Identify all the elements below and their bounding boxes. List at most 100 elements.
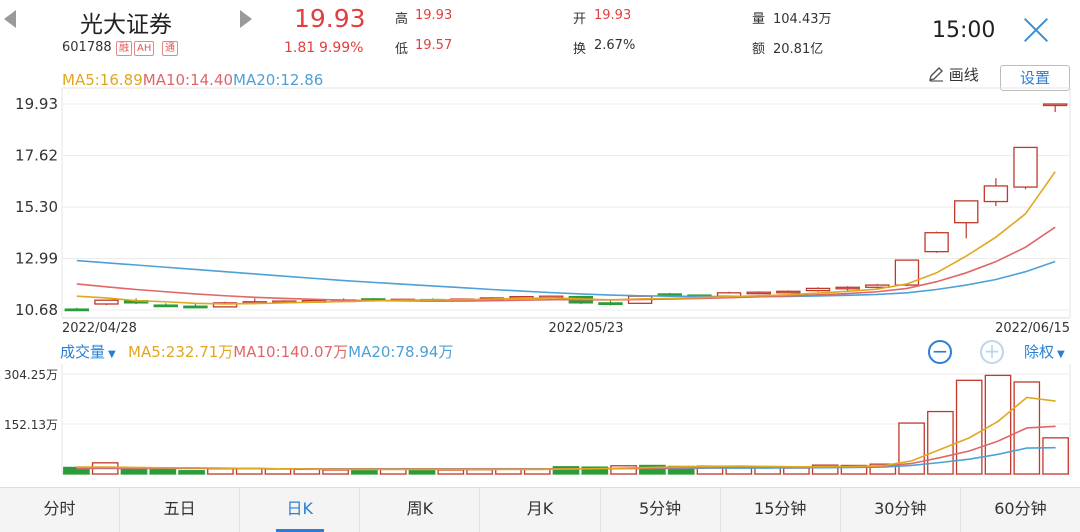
- y-tick-label: 10.68: [15, 301, 58, 319]
- x-tick-label: 2022/04/28: [62, 321, 137, 336]
- candle: [835, 286, 860, 290]
- volume-ma-legend: MA5:232.71万MA10:140.07万MA20:78.94万: [128, 341, 453, 362]
- stock-name: 光大证券: [80, 12, 172, 38]
- candle: [954, 200, 979, 224]
- turnover-label: 换: [573, 42, 587, 57]
- vol-ma5-line: [76, 396, 1056, 471]
- candle: [657, 293, 682, 297]
- candle: [746, 291, 771, 295]
- y-tick-label: 12.99: [15, 250, 58, 268]
- open-value: 19.93: [594, 8, 632, 23]
- amount-label: 额: [752, 42, 766, 57]
- ma10-legend: MA10:14.40: [142, 71, 234, 89]
- zoom-in-icon[interactable]: +: [980, 340, 1004, 364]
- candle: [894, 259, 920, 286]
- volume-bar: [437, 469, 465, 475]
- candle: [865, 284, 890, 288]
- candle: [94, 299, 119, 305]
- ma20-legend: MA20:12.86: [233, 71, 324, 89]
- volume-bar: [927, 410, 954, 475]
- tab-five-day[interactable]: 五日: [120, 488, 241, 532]
- volume-bar: [149, 468, 177, 475]
- x-tick-label: 2022/06/15: [995, 321, 1070, 336]
- volume-bar: [610, 465, 637, 475]
- zoom-out-icon[interactable]: −: [928, 340, 952, 364]
- y-tick-label: 19.93: [15, 95, 58, 113]
- volume-bar: [351, 469, 378, 475]
- candle: [776, 290, 801, 294]
- pencil-icon: [929, 67, 943, 82]
- volume-label: 量: [752, 12, 766, 27]
- tab-daily-k[interactable]: 日K: [240, 488, 361, 532]
- volume-indicator-select[interactable]: 成交量 ▼: [60, 341, 116, 362]
- amount-value: 20.81亿: [773, 42, 824, 57]
- low-label: 低: [395, 42, 409, 57]
- volume-bar: [552, 466, 580, 475]
- ma20-line: [76, 259, 1056, 298]
- volume-chart[interactable]: 304.25万 152.13万: [0, 364, 1080, 486]
- ah-share-tag: AH: [134, 41, 155, 56]
- volume-bar: [639, 464, 666, 475]
- vol-y-tick-label: 152.13万: [4, 418, 58, 432]
- vol-ma10-legend: MA10:140.07万: [233, 343, 349, 361]
- caret-down-icon: ▼: [108, 349, 116, 360]
- ma5-line: [76, 171, 1056, 305]
- vol-ma5-legend: MA5:232.71万: [128, 343, 234, 361]
- volume-bar: [207, 468, 234, 475]
- candle: [183, 305, 208, 309]
- vol-y-tick-label: 304.25万: [4, 368, 58, 382]
- draw-line-button[interactable]: 画线: [928, 64, 979, 85]
- volume-bar: [783, 467, 810, 475]
- volume-bar: [322, 469, 349, 475]
- candle: [153, 304, 178, 308]
- tab-monthly-k[interactable]: 月K: [480, 488, 601, 532]
- price-adjust-label: 除权: [1024, 343, 1055, 361]
- low-value: 19.57: [415, 38, 453, 53]
- candle: [1042, 103, 1068, 107]
- ma10-line: [76, 226, 1056, 302]
- volume-bar: [466, 469, 493, 475]
- price-adjust-select[interactable]: 除权 ▼: [1024, 341, 1065, 362]
- high-value: 19.93: [415, 8, 453, 23]
- price-change-percent: 9.99%: [319, 40, 364, 56]
- candle: [598, 302, 623, 306]
- draw-line-label: 画线: [948, 66, 979, 84]
- volume-bar: [1042, 437, 1069, 475]
- vol-ma20-legend: MA20:78.94万: [348, 343, 454, 361]
- tab-intraday[interactable]: 分时: [0, 488, 121, 532]
- prev-stock-arrow-icon[interactable]: [4, 10, 16, 28]
- next-stock-arrow-icon[interactable]: [240, 10, 252, 28]
- period-tabs: 分时 五日 日K 周K 月K 5分钟 15分钟 30分钟 60分钟: [0, 487, 1080, 532]
- tab-weekly-k[interactable]: 周K: [360, 488, 481, 532]
- quote-header: 光大证券 601788 融 AH 通 19.93 1.81 9.99% 高 19…: [0, 0, 1080, 62]
- candle: [1013, 146, 1038, 188]
- volume-bar: [984, 374, 1012, 475]
- ma-legend: MA5:16.89MA10:14.40MA20:12.86: [62, 71, 323, 89]
- tab-30min[interactable]: 30分钟: [841, 488, 961, 532]
- y-tick-label: 17.62: [15, 146, 58, 164]
- tab-5min[interactable]: 5分钟: [601, 488, 721, 532]
- high-label: 高: [395, 12, 409, 27]
- price-change: 1.81: [284, 40, 316, 56]
- volume-bar: [264, 468, 292, 475]
- candle: [64, 308, 90, 312]
- caret-down-icon: ▼: [1057, 349, 1065, 360]
- stock-connect-tag: 通: [162, 41, 178, 56]
- candle: [983, 185, 1009, 203]
- close-icon[interactable]: [1022, 16, 1050, 44]
- volume-value: 104.43万: [773, 12, 832, 27]
- margin-trading-tag: 融: [116, 41, 132, 56]
- candle: [805, 287, 831, 292]
- x-tick-label: 2022/05/23: [549, 321, 624, 336]
- kline-chart[interactable]: 19.93 17.62 15.30 12.99 10.68 2022/04/28 2022/…: [0, 86, 1080, 340]
- volume-bar: [869, 463, 897, 475]
- candle: [924, 232, 949, 253]
- volume-bar: [293, 468, 321, 475]
- volume-bar: [840, 464, 868, 475]
- tab-60min[interactable]: 60分钟: [994, 499, 1047, 518]
- volume-bar: [811, 464, 839, 475]
- turnover-value: 2.67%: [594, 38, 636, 53]
- settings-button[interactable]: 设置: [1000, 65, 1070, 91]
- y-tick-label: 15.30: [15, 198, 58, 216]
- tab-15min[interactable]: 15分钟: [721, 488, 841, 532]
